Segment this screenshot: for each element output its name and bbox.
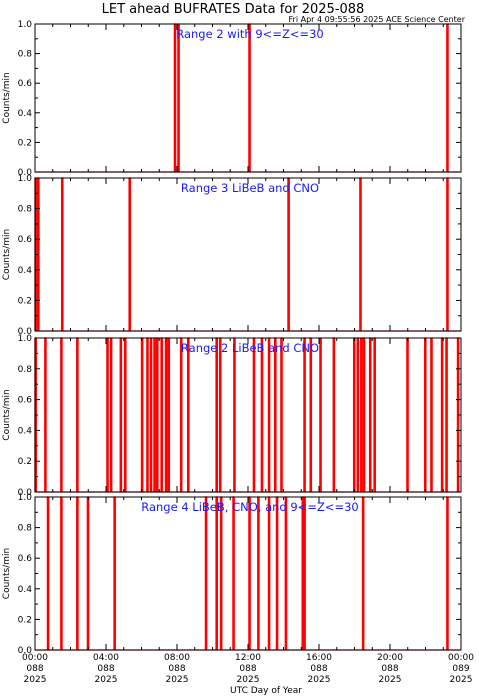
x-tick-label: 088: [310, 664, 327, 674]
panel-3: 0.0 0.2 0.4 0.6 0.8 1.0 Counts/min Range 2 LiBe…: [2, 334, 462, 498]
x-tick-label: 088: [239, 664, 256, 674]
x-tick-label: 2025: [166, 675, 189, 685]
plot-frame: [34, 337, 462, 493]
panel-title: Range 4 LiBeB, CNO, and 9<=Z<=30: [141, 500, 359, 514]
y-tick-label: 0.4: [18, 426, 33, 436]
y-tick-label: 0.8: [18, 365, 33, 375]
y-tick-label: 1.0: [18, 174, 33, 184]
panel-4: 0.0 0.2 0.4 0.6 0.8 1.0 Counts/min Range 4 LiBe…: [2, 493, 462, 656]
y-tick-label: 0.0: [18, 488, 33, 498]
y-tick-label: 0.0: [18, 327, 33, 337]
x-tick-label: 08:00: [164, 653, 190, 663]
y-tick-label: 0.8: [18, 50, 33, 60]
timestamp: Fri Apr 4 09:55:56 2025 ACE Science Cent…: [289, 15, 466, 24]
x-tick-label: 088: [381, 664, 398, 674]
y-tick-label: 0.6: [18, 79, 33, 89]
y-axis-label: Counts/min: [2, 72, 12, 123]
series-line: [34, 177, 461, 332]
y-axis-label: Counts/min: [2, 548, 12, 599]
x-tick-label: 04:00: [93, 653, 119, 663]
y-tick-label: 0.2: [18, 296, 32, 306]
y-tick-label: 0.6: [18, 554, 33, 564]
panel-1: 0.0 0.2 0.4 0.6 0.8 1.0 Counts/min Range 2 with…: [2, 20, 462, 178]
series-line: [35, 496, 461, 651]
plot-frame: [34, 496, 462, 651]
x-tick-label: 2025: [24, 675, 47, 685]
y-tick-label: 0.8: [18, 524, 33, 534]
chart-title: LET ahead BUFRATES Data for 2025-088: [102, 2, 365, 17]
y-tick-label: 0.2: [18, 615, 32, 625]
x-tick-label: 088: [168, 664, 185, 674]
panel-title: Range 2 LiBeB and CNO: [181, 341, 319, 355]
panel-title: Range 2 with 9<=Z<=30: [176, 27, 324, 41]
x-tick-label: 2025: [379, 675, 402, 685]
y-tick-label: 0.2: [18, 457, 32, 467]
x-tick-label: 2025: [95, 675, 118, 685]
panels: 0.0 0.2 0.4 0.6 0.8 1.0 Counts/min Range 2 with…: [2, 20, 462, 656]
y-tick-label: 0.4: [18, 266, 33, 276]
y-tick-label: 0.6: [18, 235, 33, 245]
y-tick-label: 1.0: [18, 334, 33, 344]
x-tick-label: 12:00: [235, 653, 261, 663]
y-tick-label: 1.0: [18, 493, 33, 503]
panel-2: 0.0 0.2 0.4 0.6 0.8 1.0 Counts/min Range 3 LiBe…: [2, 174, 462, 337]
series-line: [35, 23, 461, 173]
y-tick-label: 0.2: [18, 138, 32, 148]
x-tick-label: 00:00: [22, 653, 48, 663]
x-tick-label: 2025: [308, 675, 331, 685]
x-tick-label: 2025: [237, 675, 260, 685]
panel-title: Range 3 LiBeB and CNO: [181, 181, 319, 195]
y-tick-label: 0.4: [18, 585, 33, 595]
y-tick-label: 0.4: [18, 109, 33, 119]
y-tick-label: 0.0: [18, 646, 33, 656]
series-line: [34, 337, 461, 493]
plot-frame: [34, 177, 462, 332]
y-axis-label: Counts/min: [2, 389, 12, 440]
x-axis-label: UTC Day of Year: [230, 686, 302, 696]
y-axis-label: Counts/min: [2, 229, 12, 280]
x-tick-label: 2025: [450, 675, 473, 685]
x-axis: 00:00088202504:00088202508:00088202512:0…: [22, 653, 474, 685]
y-tick-label: 1.0: [18, 20, 33, 30]
plot-frame: [34, 23, 462, 173]
y-tick-label: 0.6: [18, 396, 33, 406]
x-tick-label: 16:00: [306, 653, 332, 663]
x-tick-label: 088: [26, 664, 43, 674]
x-tick-label: 089: [452, 664, 469, 674]
y-tick-label: 0.8: [18, 205, 33, 215]
x-tick-label: 00:00: [448, 653, 474, 663]
x-tick-label: 088: [97, 664, 114, 674]
y-tick-label: 0.0: [18, 168, 33, 178]
x-tick-label: 20:00: [377, 653, 403, 663]
